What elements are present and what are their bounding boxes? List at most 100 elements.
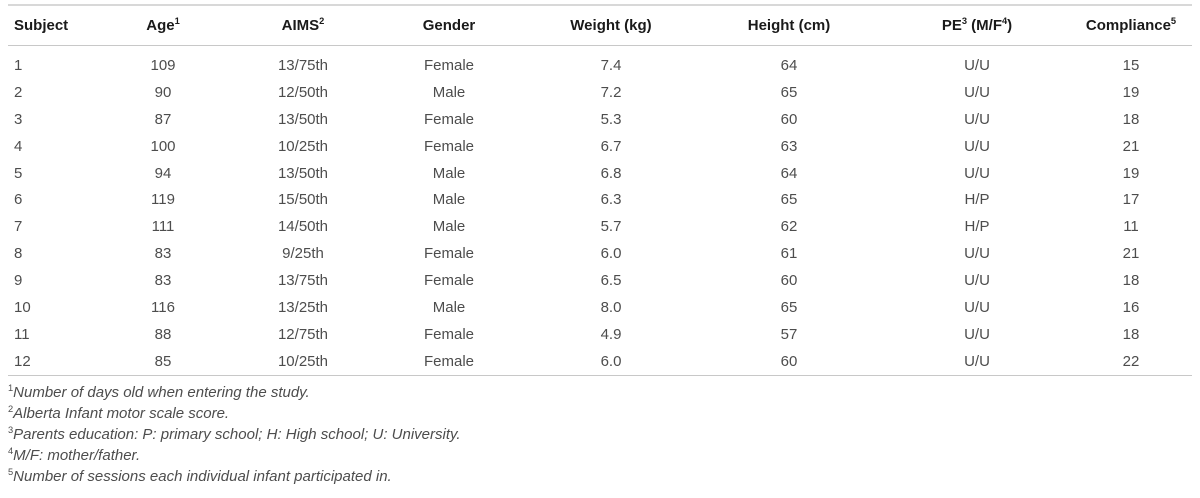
cell-aims: 12/75th [277,325,329,343]
column-header-aims: AIMS2 [236,5,370,46]
table-row: 2 90 12/50th Male 7.2 65 U/U 19 [8,79,1192,106]
cell-weight: 6.5 [600,272,622,290]
cell-compliance: 22 [1070,347,1192,376]
cell-gender: Female [370,347,528,376]
table-row: 10 116 13/25th Male 8.0 65 U/U 16 [8,294,1192,321]
cell-pe: U/U [964,83,990,101]
footnote-text: M/F: mother/father. [13,446,141,464]
cell-compliance: 21 [1122,245,1140,263]
cell-height: 61 [780,245,798,263]
column-header-subject: Subject [8,5,90,46]
table-header: Subject Age1 AIMS2 Gender Weight (kg) Height … [8,5,1192,46]
cell-compliance: 19 [1122,83,1140,101]
cell-height: 65 [780,191,798,209]
cell-aims: 12/50th [277,83,329,101]
column-header-age: Age1 [90,5,236,46]
superscript: 4 [1002,16,1008,26]
cell-gender: Female [423,245,475,263]
column-header-compliance: Compliance5 [1070,5,1192,46]
column-header-pe: PE3 (M/F4) [884,5,1070,46]
cell-compliance: 17 [1122,191,1140,209]
footnote: 1Number of days old when entering the st… [8,382,1192,403]
cell-pe: H/P [964,191,990,209]
cell-age: 94 [154,164,172,182]
superscript: 5 [1170,16,1177,26]
cell-subject: 11 [14,325,30,343]
footnote-text: Number of days old when entering the stu… [13,383,310,401]
table-row: 4 100 10/25th Female 6.7 63 U/U 21 [8,133,1192,160]
cell-gender: Female [423,325,475,343]
footnote-text: Alberta Infant motor scale score. [13,404,230,422]
cell-compliance: 18 [1122,110,1140,128]
label-text: Subject [14,17,69,34]
table-footnotes: 1Number of days old when entering the st… [8,382,1192,487]
cell-height: 65 [780,298,798,316]
label-text: Age [146,17,175,34]
cell-subject: 6 [14,191,23,209]
cell-height: 64 [780,56,798,74]
cell-age: 116 [151,298,175,316]
label-text: (M/F [967,17,1002,34]
cell-compliance: 15 [1122,56,1140,74]
cell-age: 111 [151,218,175,236]
footnote-marker: 3 [8,424,14,435]
cell-gender: Male [432,83,466,101]
footnote-marker: 4 [8,445,14,456]
table-row: 8 83 9/25th Female 6.0 61 U/U 21 [8,240,1192,267]
cell-height: 57 [780,325,798,343]
cell-aims: 13/50th [277,110,329,128]
cell-weight: 8.0 [600,298,622,316]
cell-aims: 15/50th [277,191,329,209]
label-text: Weight (kg) [570,17,652,34]
cell-aims: 14/50th [277,218,329,236]
footnote-text: Number of sessions each individual infan… [13,467,392,485]
footnote: 5Number of sessions each individual infa… [8,466,1192,487]
table-row: 7 111 14/50th Male 5.7 62 H/P 11 [8,213,1192,240]
cell-pe: U/U [964,325,990,343]
cell-subject: 5 [14,164,23,182]
cell-subject: 1 [14,56,23,74]
participants-table: Subject Age1 AIMS2 Gender Weight (kg) Height … [8,4,1192,376]
footnote: 3Parents education: P: primary school; H… [8,424,1192,445]
cell-aims: 13/50th [277,164,329,182]
table-body: 1 109 13/75th Female 7.4 64 U/U 15 2 90 12/50th Mal… [8,46,1192,376]
cell-compliance: 19 [1122,164,1140,182]
table-row: 9 83 13/75th Female 6.5 60 U/U 18 [8,267,1192,294]
cell-pe: U/U [964,137,990,155]
label-text: Compliance [1085,17,1171,34]
cell-gender: Male [432,298,466,316]
cell-aims: 13/75th [277,56,329,74]
cell-age: 87 [154,110,172,128]
cell-height: 60 [780,110,798,128]
table-row: 6 119 15/50th Male 6.3 65 H/P 17 [8,186,1192,213]
cell-age: 90 [154,83,172,101]
label-text: AIMS [281,17,320,34]
cell-subject: 8 [14,245,23,263]
cell-subject: 3 [14,110,23,128]
label-text: Height (cm) [747,17,831,34]
cell-height: 60 [694,347,884,376]
cell-subject: 10 [14,298,31,316]
cell-pe: U/U [884,347,1070,376]
superscript: 1 [174,16,180,26]
cell-compliance: 11 [1123,218,1139,236]
cell-age: 109 [150,56,176,74]
column-header-weight: Weight (kg) [528,5,694,46]
cell-age: 119 [151,191,175,209]
footnote: 2Alberta Infant motor scale score. [8,403,1192,424]
cell-subject: 4 [14,137,23,155]
column-header-gender: Gender [370,5,528,46]
cell-pe: U/U [964,298,990,316]
label-text: Gender [422,17,476,34]
cell-age: 83 [154,245,172,263]
cell-weight: 5.7 [600,218,622,236]
footnote-marker: 2 [8,403,14,414]
cell-pe: U/U [964,56,990,74]
cell-height: 64 [780,164,798,182]
cell-gender: Male [432,191,466,209]
cell-height: 65 [780,83,798,101]
table-figure: Subject Age1 AIMS2 Gender Weight (kg) Height … [8,0,1192,487]
cell-pe: H/P [964,218,990,236]
cell-weight: 6.8 [600,164,622,182]
table-row: 11 88 12/75th Female 4.9 57 U/U 18 [8,321,1192,348]
